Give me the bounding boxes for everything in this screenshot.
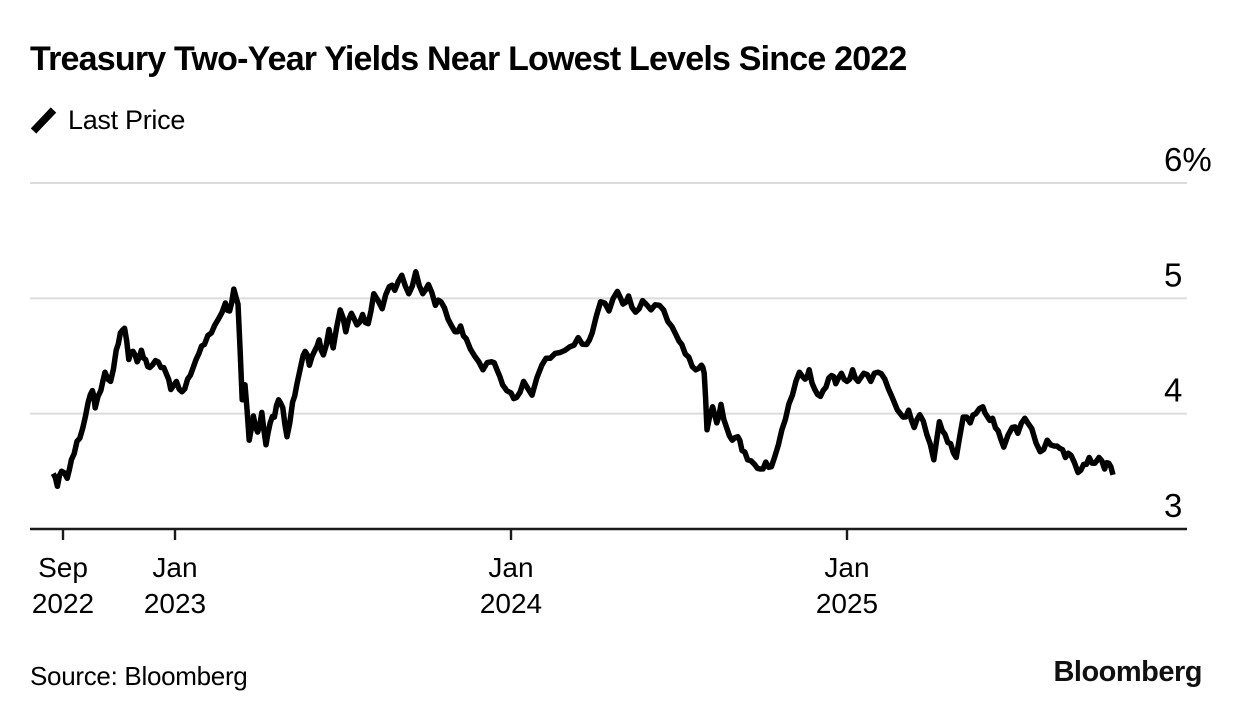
legend: Last Price (30, 105, 185, 136)
y-tick-label: 5 (1164, 256, 1182, 293)
y-tick-label: 3 (1164, 487, 1182, 524)
y-tick-label: 4 (1164, 372, 1182, 409)
price-line (50, 269, 1116, 490)
x-tick-label: 2022 (32, 588, 94, 619)
bloomberg-logo: Bloomberg (1053, 656, 1202, 688)
x-tick-label: Jan (488, 552, 533, 583)
x-tick-label: 2024 (480, 588, 542, 619)
x-tick-label: Sep (38, 552, 88, 583)
legend-label: Last Price (68, 105, 186, 135)
y-tick-label: 6% (1164, 141, 1212, 178)
x-tick-label: 2025 (816, 588, 878, 619)
x-tick-label: Jan (152, 552, 197, 583)
x-tick-label: Jan (824, 552, 869, 583)
x-tick-label: 2023 (144, 588, 206, 619)
line-series-icon (30, 107, 57, 134)
source-note: Source: Bloomberg (30, 661, 248, 691)
chart-title: Treasury Two-Year Yields Near Lowest Lev… (30, 40, 907, 78)
